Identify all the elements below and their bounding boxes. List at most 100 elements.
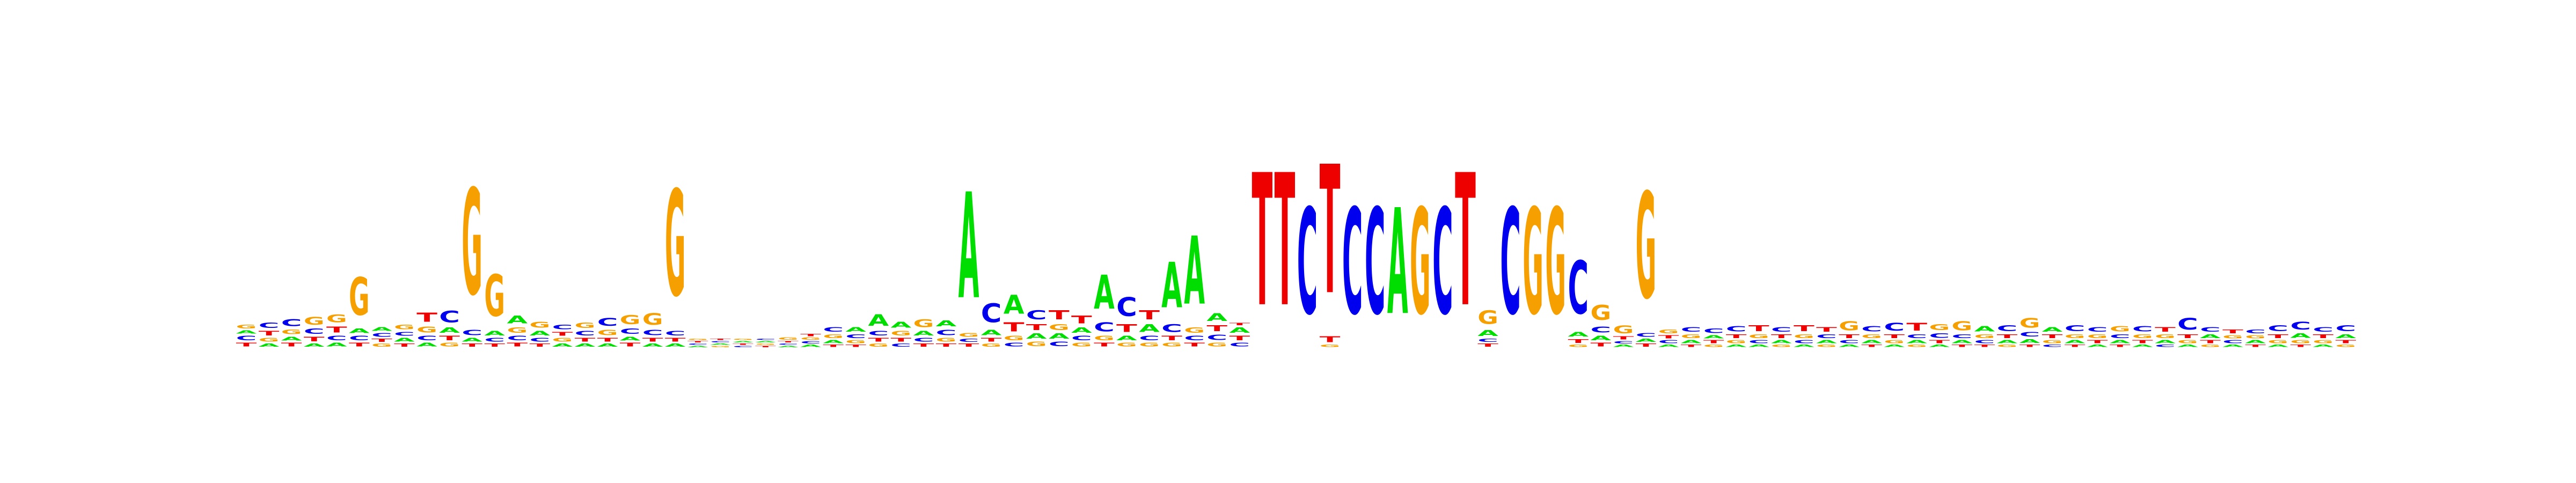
logo-letter-a: A (1771, 339, 1792, 344)
logo-letter-c: C (1952, 333, 1973, 339)
logo-letter-t: T (530, 343, 551, 348)
logo-letter-a: A (800, 344, 821, 348)
logo-letter-c: C (620, 327, 641, 336)
logo-letter-a: A (597, 343, 618, 348)
logo-letter-g: G (416, 325, 437, 334)
logo-letter-g: G (1906, 344, 1927, 348)
logo-letter-a: A (2087, 344, 2108, 348)
logo-letter-c: C (958, 338, 979, 343)
logo-letter-a: A (552, 343, 573, 348)
logo-letter-c: C (259, 321, 280, 330)
logo-letter-t: T (304, 335, 325, 343)
logo-letter-t: T (1252, 136, 1273, 347)
logo-letter-t: T (2313, 333, 2334, 339)
logo-letter-c: C (2267, 324, 2288, 333)
logo-letter-a: A (733, 341, 753, 343)
logo-letter-g: G (1726, 339, 1747, 344)
logo-letter-a: A (530, 330, 551, 337)
logo-letter-c: C (755, 338, 776, 341)
logo-letter-c: C (1906, 333, 1927, 339)
logo-letter-t: T (823, 344, 844, 348)
logo-letter-g: G (1748, 333, 1769, 339)
logo-letter-g: G (1139, 342, 1160, 348)
logo-letter-a: A (1636, 338, 1657, 343)
logo-letter-g: G (936, 337, 957, 343)
logo-letter-t: T (2200, 339, 2221, 344)
logo-letter-t: T (1636, 343, 1657, 348)
logo-letter-c: C (1974, 339, 1995, 344)
logo-letter-t: T (1139, 308, 1160, 323)
logo-letter-a: A (620, 336, 641, 342)
logo-letter-c: C (1004, 342, 1024, 348)
logo-letter-t: T (1568, 338, 1589, 344)
logo-letter-a: A (1884, 344, 1905, 348)
logo-letter-c: C (981, 298, 1002, 328)
logo-letter-c: C (733, 345, 753, 348)
logo-letter-t: T (1794, 324, 1815, 333)
logo-letter-c: C (484, 337, 505, 343)
logo-letter-g: G (2110, 325, 2131, 334)
logo-letter-g: G (1884, 339, 1905, 344)
logo-letter-g: G (1952, 319, 1973, 333)
logo-letter-t: T (597, 337, 618, 343)
logo-letter-g: G (1094, 334, 1115, 342)
logo-letter-a: A (236, 330, 257, 334)
logo-letter-c: C (2290, 320, 2311, 332)
logo-letter-t: T (936, 343, 957, 348)
logo-letter-g: G (1681, 333, 1702, 339)
logo-letter-t: T (1929, 339, 1950, 344)
logo-letter-a: A (2290, 332, 2311, 340)
logo-letter-g: G (462, 159, 482, 328)
logo-letter-c: C (1748, 339, 1769, 344)
logo-letter-c: C (1929, 332, 1950, 339)
logo-letter-g: G (891, 330, 912, 337)
logo-letter-t: T (326, 325, 348, 334)
logo-letter-t: T (1320, 128, 1341, 334)
logo-letter-a: A (371, 326, 392, 332)
logo-letter-g: G (304, 316, 325, 327)
logo-letter-g: G (1929, 323, 1950, 332)
logo-letter-t: T (236, 342, 257, 348)
logo-letter-g: G (1658, 328, 1679, 334)
logo-letter-t: T (2155, 326, 2176, 333)
logo-letter-a: A (416, 342, 437, 348)
logo-letter-c: C (1658, 339, 1679, 344)
logo-letter-c: C (845, 333, 866, 339)
logo-letter-c: C (1342, 178, 1363, 347)
logo-letter-c: C (1794, 339, 1814, 344)
logo-letter-g: G (1004, 334, 1024, 342)
logo-letter-a: A (2336, 333, 2357, 339)
logo-letter-t: T (1974, 344, 1995, 348)
logo-letter-g: G (394, 324, 415, 331)
logo-letter-a: A (1139, 323, 1160, 334)
logo-letter-c: C (2065, 324, 2085, 333)
logo-letter-c: C (1229, 342, 1250, 348)
logo-letter-t: T (1455, 136, 1476, 347)
logo-letter-c: C (2313, 326, 2334, 333)
logo-letter-c: C (462, 328, 482, 337)
logo-letter-c: C (394, 331, 415, 336)
logo-letter-g: G (2290, 339, 2311, 344)
logo-letter-a: A (1387, 178, 1408, 347)
logo-letter-t: T (642, 337, 663, 343)
logo-letter-g: G (913, 318, 934, 330)
logo-letter-c: C (1026, 308, 1047, 322)
logo-letter-c: C (1681, 326, 1702, 333)
logo-letter-c: C (913, 337, 934, 343)
logo-letter-t: T (484, 343, 505, 348)
logo-letter-g: G (800, 337, 821, 341)
logo-letter-a: A (575, 343, 596, 348)
logo-letter-g: G (439, 342, 460, 348)
logo-letter-c: C (2200, 326, 2221, 333)
logo-letter-c: C (1049, 341, 1070, 348)
logo-letter-c: C (1816, 333, 1837, 339)
logo-letter-c: C (891, 343, 912, 348)
logo-letter-t: T (845, 344, 866, 348)
logo-letter-c: C (1477, 338, 1498, 343)
logo-letter-a: A (326, 342, 347, 348)
logo-letter-a: A (1591, 334, 1612, 342)
logo-letter-t: T (2177, 333, 2198, 339)
logo-letter-t: T (1320, 334, 1341, 344)
logo-letter-a: A (2155, 339, 2176, 344)
